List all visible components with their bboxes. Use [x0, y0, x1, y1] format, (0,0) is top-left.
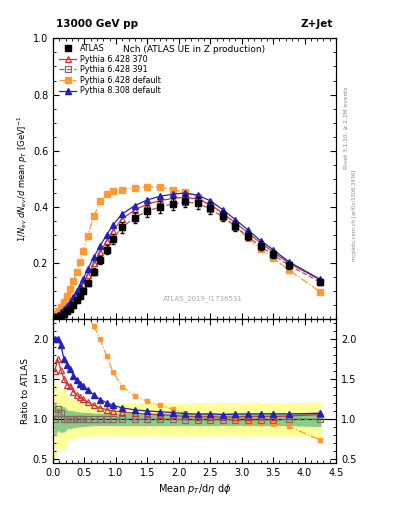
Text: Rivet 3.1.10, ≥ 2.2M events: Rivet 3.1.10, ≥ 2.2M events: [344, 87, 349, 169]
Y-axis label: Ratio to ATLAS: Ratio to ATLAS: [21, 358, 30, 424]
Text: mcplots.cern.ch [arXiv:1306.3436]: mcplots.cern.ch [arXiv:1306.3436]: [352, 169, 357, 261]
Text: 13000 GeV pp: 13000 GeV pp: [56, 18, 138, 29]
Legend: ATLAS, Pythia 6.428 370, Pythia 6.428 391, Pythia 6.428 default, Pythia 8.308 de: ATLAS, Pythia 6.428 370, Pythia 6.428 39…: [57, 42, 162, 97]
Text: ATLAS_2019_I1736531: ATLAS_2019_I1736531: [163, 296, 243, 303]
Text: Nch (ATLAS UE in Z production): Nch (ATLAS UE in Z production): [123, 46, 266, 54]
Text: Z+Jet: Z+Jet: [301, 18, 333, 29]
Y-axis label: $1/N_{ev}$ $dN_{ev}/d$ mean $p_T$ [GeV]$^{-1}$: $1/N_{ev}$ $dN_{ev}/d$ mean $p_T$ [GeV]$…: [16, 116, 30, 242]
X-axis label: Mean $p_T$/d$\eta$ d$\phi$: Mean $p_T$/d$\eta$ d$\phi$: [158, 482, 231, 497]
